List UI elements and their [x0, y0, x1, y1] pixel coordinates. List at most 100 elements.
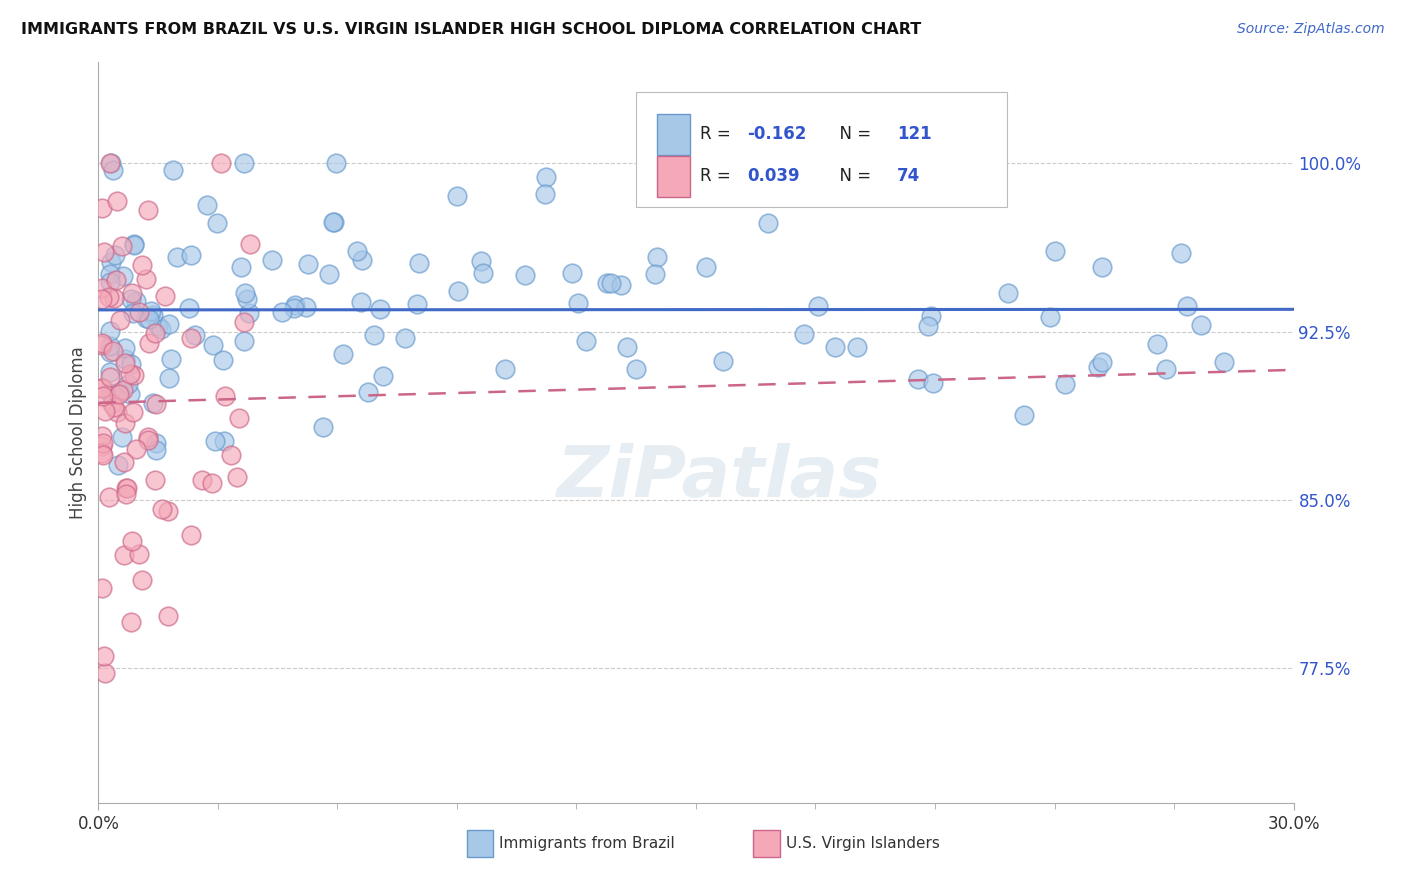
Point: [295, 300, 318, 314]
Point: [98, 275, 122, 289]
Point: [98, 365, 122, 379]
Point: [695, 260, 717, 274]
Text: N =: N =: [828, 126, 876, 144]
Point: [1087, 359, 1109, 374]
Point: [128, 547, 150, 561]
Point: [108, 387, 131, 401]
Point: [624, 362, 647, 376]
Point: [997, 286, 1019, 301]
Point: [93, 389, 115, 403]
Point: [166, 250, 188, 264]
Point: [616, 340, 638, 354]
Point: [114, 352, 136, 367]
Point: [157, 504, 180, 518]
Point: [368, 302, 391, 317]
Point: [98, 490, 121, 504]
Point: [121, 534, 143, 549]
Point: [1054, 376, 1077, 391]
Point: [921, 376, 943, 390]
Point: [139, 304, 162, 318]
Point: [1091, 355, 1114, 369]
Point: [142, 395, 165, 409]
Point: [596, 276, 619, 290]
Point: [157, 318, 180, 332]
Point: [297, 257, 319, 271]
Point: [645, 250, 668, 264]
Point: [122, 237, 145, 252]
Point: [118, 367, 141, 381]
Point: [136, 430, 159, 444]
Point: [260, 252, 283, 267]
Text: ZiPatlas: ZiPatlas: [557, 442, 883, 511]
Point: [122, 306, 145, 320]
Point: [145, 397, 167, 411]
Point: [205, 216, 228, 230]
Point: [112, 549, 135, 563]
Point: [120, 615, 142, 630]
Point: [204, 434, 226, 449]
Point: [446, 188, 468, 202]
Point: [1170, 246, 1192, 260]
Point: [111, 430, 134, 444]
Point: [494, 361, 516, 376]
Point: [363, 328, 385, 343]
Point: [91, 281, 114, 295]
Text: Immigrants from Brazil: Immigrants from Brazil: [499, 836, 675, 851]
Point: [209, 156, 232, 170]
Point: [108, 384, 131, 399]
Point: [131, 258, 153, 272]
Point: [180, 528, 202, 542]
Point: [98, 156, 121, 170]
Point: [917, 319, 939, 334]
Point: [91, 581, 114, 595]
Point: [94, 665, 117, 680]
Point: [470, 253, 492, 268]
Point: [350, 294, 373, 309]
Point: [824, 340, 846, 354]
Point: [91, 335, 114, 350]
Point: [1154, 362, 1177, 376]
Point: [101, 343, 124, 358]
Text: U.S. Virgin Islanders: U.S. Virgin Islanders: [786, 836, 939, 851]
Point: [357, 384, 380, 399]
Point: [713, 353, 735, 368]
Point: [1091, 260, 1114, 274]
Point: [136, 434, 159, 448]
Point: [238, 306, 260, 320]
Point: [100, 255, 122, 269]
Point: [105, 194, 128, 208]
Point: [907, 372, 929, 386]
Point: [91, 429, 114, 443]
Point: [93, 245, 115, 260]
Point: [239, 237, 262, 252]
Point: [124, 368, 146, 383]
Text: IMMIGRANTS FROM BRAZIL VS U.S. VIRGIN ISLANDER HIGH SCHOOL DIPLOMA CORRELATION C: IMMIGRANTS FROM BRAZIL VS U.S. VIRGIN IS…: [21, 22, 921, 37]
Point: [120, 387, 142, 401]
Point: [283, 301, 305, 315]
Point: [104, 273, 127, 287]
Point: [920, 309, 942, 323]
Point: [135, 272, 157, 286]
Point: [807, 299, 830, 313]
Point: [793, 326, 815, 341]
Point: [91, 381, 114, 395]
Point: [346, 244, 368, 258]
Point: [98, 324, 122, 338]
Point: [515, 268, 537, 282]
Point: [135, 311, 157, 326]
Point: [150, 322, 173, 336]
Text: 0.039: 0.039: [748, 168, 800, 186]
Point: [180, 248, 202, 262]
Point: [233, 315, 256, 329]
Point: [1045, 244, 1067, 259]
Point: [195, 198, 218, 212]
Point: [146, 319, 169, 334]
Point: [394, 331, 416, 345]
Point: [226, 470, 249, 484]
Point: [98, 339, 122, 353]
Point: [236, 292, 259, 306]
Point: [121, 286, 143, 301]
Point: [575, 334, 598, 348]
Point: [115, 481, 138, 495]
Point: [180, 331, 202, 345]
